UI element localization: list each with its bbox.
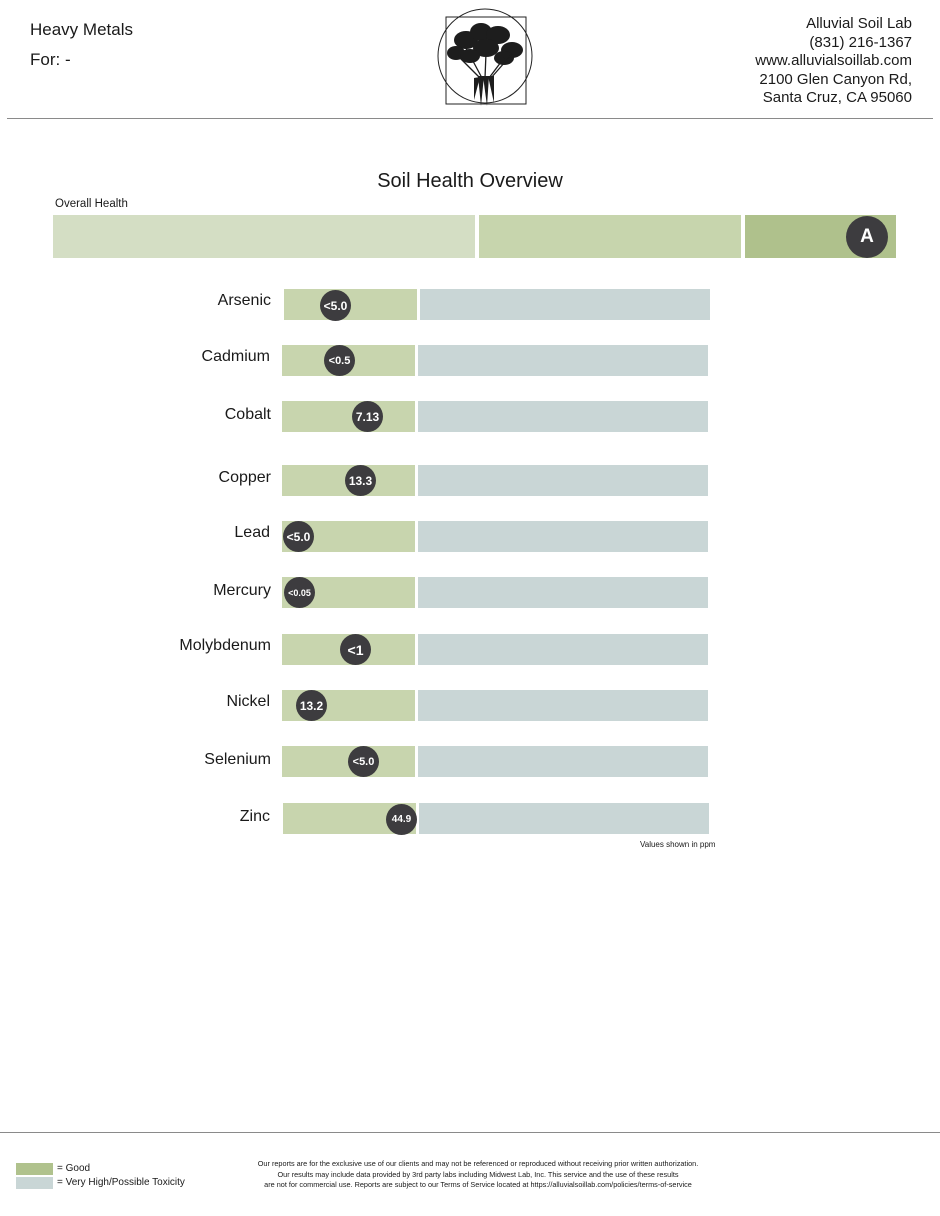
- disclaimer-line-1: Our reports are for the exclusive use of…: [257, 1159, 699, 1168]
- value-badge: <5.0: [283, 521, 314, 552]
- legend-good-swatch: [16, 1163, 53, 1175]
- metal-label: Arsenic: [217, 292, 271, 309]
- value-badge: <5.0: [320, 290, 351, 321]
- value-badge: <1: [340, 634, 371, 665]
- units-note: Values shown in ppm: [640, 840, 716, 849]
- metal-label: Molybdenum: [179, 637, 271, 654]
- metal-label: Cobalt: [224, 406, 271, 423]
- lab-website: www.alluvialsoillab.com: [755, 52, 912, 69]
- toxic-range-bar: [418, 634, 708, 665]
- overall-health-label: Overall Health: [55, 198, 128, 210]
- metal-label: Nickel: [226, 693, 270, 710]
- value-badge: 44.9: [386, 804, 417, 835]
- footer-disclaimer: Our reports are for the exclusive use of…: [240, 1159, 716, 1191]
- value-badge: 7.13: [352, 401, 383, 432]
- header-divider: [7, 118, 933, 119]
- footer-divider: [0, 1132, 940, 1133]
- value-badge: 13.2: [296, 690, 327, 721]
- overview-title: Soil Health Overview: [377, 170, 563, 192]
- value-badge: 13.3: [345, 465, 376, 496]
- carrot-bunch-logo-icon: [437, 8, 533, 106]
- report-title: Heavy Metals: [30, 20, 133, 39]
- metal-label: Lead: [234, 524, 270, 541]
- toxic-range-bar: [419, 803, 709, 834]
- lab-address-line2: Santa Cruz, CA 95060: [762, 89, 912, 106]
- good-range-bar: [282, 401, 415, 432]
- lab-contact-info: Alluvial Soil Lab (831) 216-1367 www.all…: [755, 15, 912, 108]
- toxic-range-bar: [418, 521, 708, 552]
- value-badge: <0.5: [324, 345, 355, 376]
- toxic-range-bar: [418, 465, 708, 496]
- toxic-range-bar: [418, 401, 708, 432]
- lab-address-line1: 2100 Glen Canyon Rd,: [759, 70, 912, 88]
- overall-health-segment-low: [53, 215, 475, 258]
- report-recipient: For: -: [30, 50, 71, 69]
- overall-grade-badge: A: [846, 216, 888, 258]
- metal-label: Zinc: [239, 808, 270, 825]
- metal-label: Cadmium: [201, 348, 270, 365]
- lab-logo: [436, 8, 536, 108]
- toxic-range-bar: [418, 746, 708, 777]
- legend-good-label: = Good: [57, 1163, 91, 1174]
- metal-label: Mercury: [213, 582, 271, 599]
- lab-name: Alluvial Soil Lab: [806, 15, 912, 32]
- overall-health-segment-mid: [479, 215, 741, 258]
- lab-phone: (831) 216-1367: [809, 33, 912, 51]
- toxic-range-bar: [420, 289, 710, 320]
- disclaimer-line-3: are not for commercial use. Reports are …: [264, 1180, 692, 1189]
- legend-toxic-swatch: [16, 1177, 53, 1189]
- toxic-range-bar: [418, 345, 708, 376]
- toxic-range-bar: [418, 690, 708, 721]
- metal-label: Copper: [218, 469, 271, 486]
- toxic-range-bar: [418, 577, 708, 608]
- value-badge: <0.05: [284, 577, 315, 608]
- disclaimer-line-2: Our results may include data provided by…: [277, 1169, 679, 1179]
- metal-label: Selenium: [204, 751, 271, 768]
- value-badge: <5.0: [348, 746, 379, 777]
- legend-toxic-label: = Very High/Possible Toxicity: [57, 1177, 185, 1188]
